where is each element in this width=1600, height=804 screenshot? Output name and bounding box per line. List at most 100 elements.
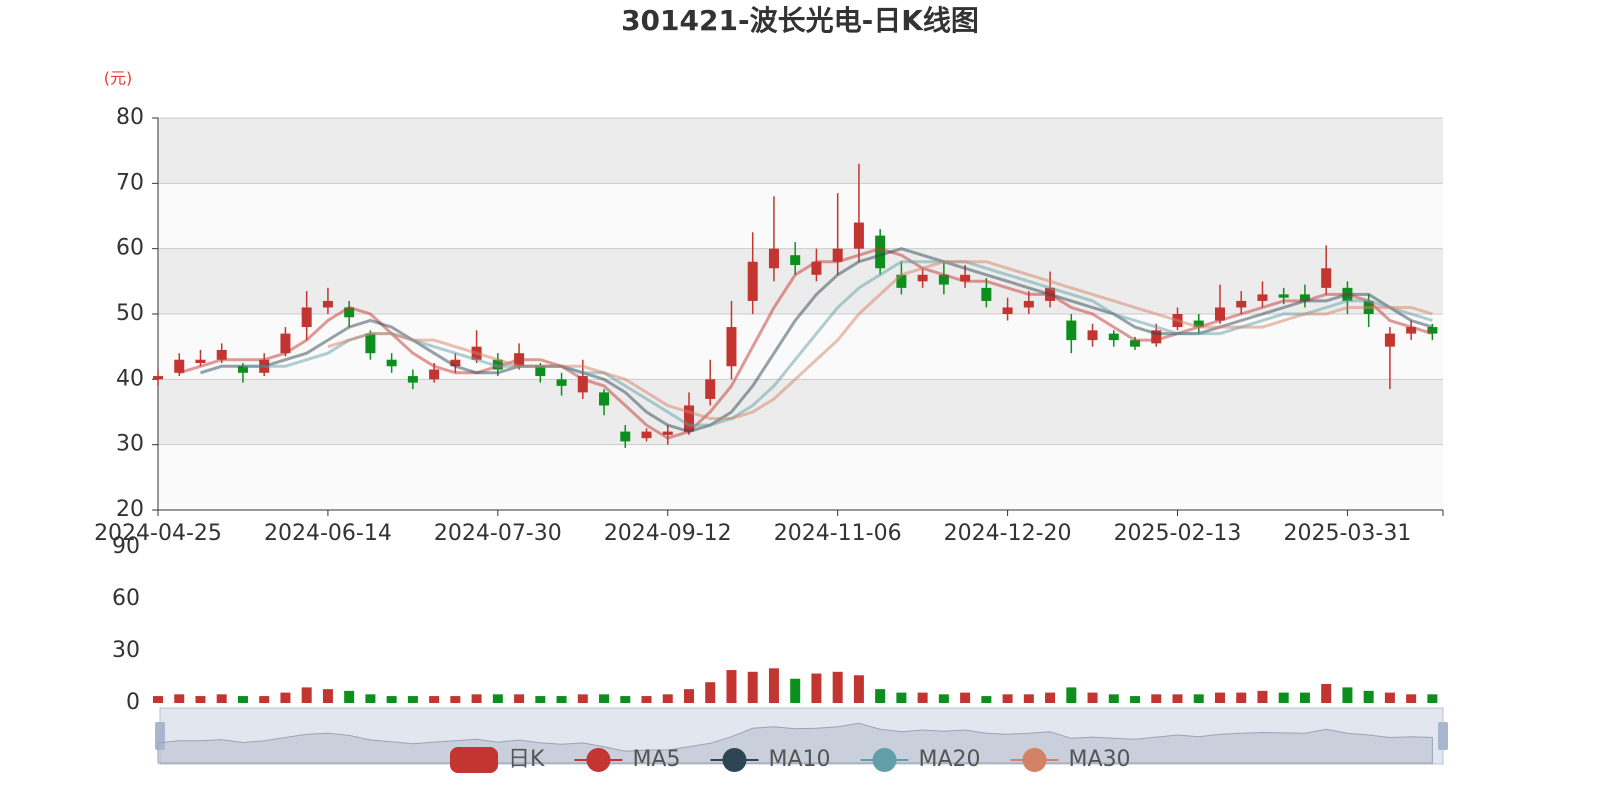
volume-bar [1172,694,1183,703]
candle-body [1066,320,1077,341]
volume-bar [620,696,631,703]
y-unit: (元) [104,69,133,88]
legend-item[interactable]: MA10 [710,747,831,772]
ma-line [243,260,1433,427]
candle-body [556,379,567,386]
volume-bar [1321,683,1332,703]
y-tick-label: 20 [116,497,144,522]
candle-body [280,333,291,354]
candle-body [960,274,971,282]
volume-bar [938,694,949,703]
zoom-handle-right[interactable] [1438,722,1448,750]
legend-label: MA10 [768,747,830,772]
legend-item[interactable]: MA20 [860,747,981,772]
volume-bar [344,690,355,703]
x-tick-label: 2025-03-31 [1283,521,1411,546]
candle-body [174,359,185,373]
candle-body [875,235,886,269]
volume-bar [1406,694,1417,703]
volume-bar [981,696,992,703]
ma-line [327,260,1433,420]
candle-body [1214,307,1225,321]
legend-swatch [450,747,498,773]
volume-bar [896,692,907,703]
volume-bar [960,692,971,703]
candle-body [1406,327,1417,334]
volume-bar [1363,690,1374,703]
candle-body [1087,330,1098,341]
candle-body [1108,333,1119,341]
volume-bar [1002,694,1013,703]
y-tick-label: 50 [116,301,144,326]
volume-bar [153,696,163,703]
volume-bar [237,696,248,703]
volume-tick-label: 90 [112,534,140,559]
volume-bar [429,696,440,703]
candle-body [1384,333,1395,347]
candle-body [1193,320,1204,328]
candle-body [1257,294,1268,301]
candle-body [981,287,992,301]
volume-bar [514,694,525,703]
x-tick-label: 2024-09-12 [604,521,732,546]
candle-body [1299,294,1310,301]
ma-line [178,247,1433,440]
volume-bar [1299,692,1310,703]
x-tick-label: 2024-06-14 [264,521,392,546]
candle-body [1151,330,1162,344]
candle-body [344,307,355,318]
candle-body [216,349,227,360]
candle-body [662,431,673,435]
candle-body [790,255,801,265]
volume-bar [535,696,546,703]
x-tick-label: 2025-02-13 [1114,521,1242,546]
candle-body [577,376,588,393]
volume-bar [1151,694,1162,703]
candle-body [726,327,737,367]
volume-bar [471,694,482,703]
candle-body [407,376,418,383]
candle-body [195,359,206,363]
volume-bar [768,668,779,703]
volume-bar [1342,687,1353,703]
candle-body [1236,300,1247,308]
grid-band [158,183,1443,249]
legend-swatch [872,748,897,772]
grid-band [158,379,1443,445]
candle-body [492,359,503,370]
candle-body [386,359,397,367]
grid-band [158,118,1443,184]
legend-label: MA5 [632,747,680,772]
x-tick-label: 2024-11-06 [774,521,902,546]
candle-body [535,366,546,377]
grid-band [158,248,1443,314]
candle-body [641,431,652,439]
volume-bar [875,689,886,703]
volume-bar [1236,692,1247,703]
grid-band [158,444,1443,510]
candle-body [301,307,312,328]
x-tick-label: 2024-04-25 [94,521,222,546]
volume-bar [450,696,461,703]
candle-body [153,376,163,380]
volume-bar [301,687,312,703]
y-tick-label: 60 [116,236,144,261]
candle-body [1023,300,1034,308]
legend-label: 日K [508,747,545,772]
volume-bar [577,694,588,703]
volume-bar [1066,687,1077,703]
candle-body [1130,340,1141,347]
volume-bar [174,694,185,703]
legend-item[interactable]: MA30 [1010,747,1131,772]
y-tick-label: 70 [116,170,144,195]
legend-item[interactable]: MA5 [574,747,680,772]
volume-bar [556,696,567,703]
volume-bar [705,682,716,703]
candle-body [683,405,694,432]
volume-bar [492,694,503,703]
volume-bar [407,696,418,703]
legend-item[interactable]: 日K [450,747,545,773]
x-tick-label: 2024-12-20 [944,521,1072,546]
legend-swatch [722,748,747,772]
